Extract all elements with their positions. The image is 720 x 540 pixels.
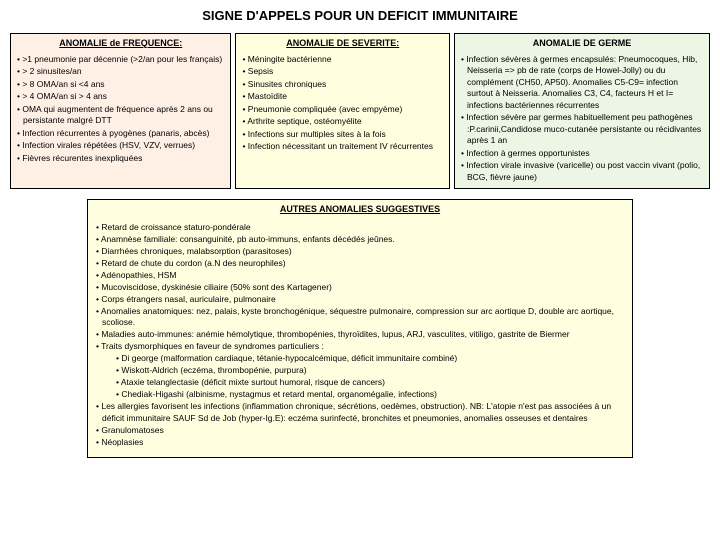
list-item: • Infection à germes opportunistes [461, 148, 703, 159]
list-item: • Fièvres récurentes inexpliquées [17, 153, 224, 164]
list-item: • Infection nécessitant un traitement IV… [242, 141, 443, 152]
list-item: • Retard de chute du cordon (a.N des neu… [96, 258, 624, 269]
list-sub-item: • Ataxie telanglectasie (déficit mixte s… [96, 377, 624, 388]
three-columns: ANOMALIE de FREQUENCE: • >1 pneumonie pa… [10, 33, 710, 189]
autres-anomalies: AUTRES ANOMALIES SUGGESTIVES • Retard de… [87, 199, 633, 457]
page-title: SIGNE D'APPELS POUR UN DEFICIT IMMUNITAI… [10, 8, 710, 23]
col-germe-header: ANOMALIE DE GERME [461, 38, 703, 48]
list-item: • Granulomatoses [96, 425, 624, 436]
col-frequence: ANOMALIE de FREQUENCE: • >1 pneumonie pa… [10, 33, 231, 189]
list-sub-item: • Wiskott-Aldrich (eczéma, thrombopénie,… [96, 365, 624, 376]
list-item: • Mastoïdite [242, 91, 443, 102]
list-sub-item: • Chediak-Higashi (albinisme, nystagmus … [96, 389, 624, 400]
list-item: • OMA qui augmentent de fréquence après … [17, 104, 224, 127]
list-item: • Adénopathies, HSM [96, 270, 624, 281]
list-item: • Diarrhées chroniques, malabsorption (p… [96, 246, 624, 257]
list-item: • >1 pneumonie par décennie (>2/an pour … [17, 54, 224, 65]
list-item: • Pneumonie compliquée (avec empyème) [242, 104, 443, 115]
col-severite: ANOMALIE DE SEVERITE: • Méningite bactér… [235, 33, 450, 189]
list-item: • Les allergies favorisent les infection… [96, 401, 624, 424]
col-germe-list: • Infection sévères à germes encapsulés:… [461, 54, 703, 183]
col-germe: ANOMALIE DE GERME • Infection sévères à … [454, 33, 710, 189]
list-item: • > 4 OMA/an si > 4 ans [17, 91, 224, 102]
list-item: • Infection virale invasive (varicelle) … [461, 160, 703, 183]
list-item: • Néoplasies [96, 437, 624, 448]
list-item: • Traits dysmorphiques en faveur de synd… [96, 341, 624, 352]
list-item: • Retard de croissance staturo-pondérale [96, 222, 624, 233]
col-frequence-header: ANOMALIE de FREQUENCE: [17, 38, 224, 48]
list-sub-item: • Di george (malformation cardiaque, tét… [96, 353, 624, 364]
autres-title: AUTRES ANOMALIES SUGGESTIVES [96, 204, 624, 214]
list-item: • Infections sur multiples sites à la fo… [242, 129, 443, 140]
list-item: • > 2 sinusites/an [17, 66, 224, 77]
list-item: • Sinusites chroniques [242, 79, 443, 90]
list-item: • Arthrite septique, ostéomyélite [242, 116, 443, 127]
autres-list: • Retard de croissance staturo-pondérale… [96, 222, 624, 448]
col-severite-list: • Méningite bactérienne • Sepsis • Sinus… [242, 54, 443, 153]
list-item: • Infection sévères à germes encapsulés:… [461, 54, 703, 111]
col-frequence-list: • >1 pneumonie par décennie (>2/an pour … [17, 54, 224, 164]
list-item: • Méningite bactérienne [242, 54, 443, 65]
col-severite-header: ANOMALIE DE SEVERITE: [242, 38, 443, 48]
list-item: • Sepsis [242, 66, 443, 77]
list-item: • Maladies auto-immunes: anémie hémolyti… [96, 329, 624, 340]
list-item: • Mucoviscidose, dyskinésie ciliaire (50… [96, 282, 624, 293]
list-item: • Anamnèse familiale: consanguinité, pb … [96, 234, 624, 245]
list-item: • Corps étrangers nasal, auriculaire, pu… [96, 294, 624, 305]
list-item: • Infection sévère par germes habituelle… [461, 112, 703, 146]
list-item: • Infection virales répétées (HSV, VZV, … [17, 140, 224, 151]
list-item: • Anomalies anatomiques: nez, palais, ky… [96, 306, 624, 329]
list-item: • > 8 OMA/an si <4 ans [17, 79, 224, 90]
list-item: • Infection récurrentes à pyogènes (pana… [17, 128, 224, 139]
